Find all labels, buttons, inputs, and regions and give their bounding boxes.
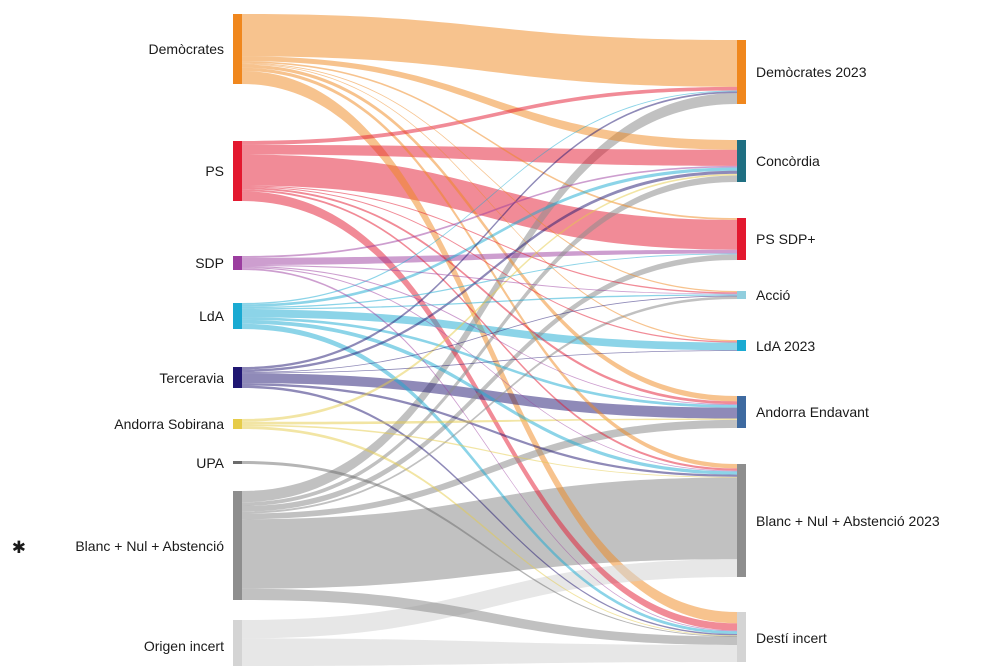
- node-label-di: Destí incert: [756, 630, 827, 646]
- flow-bna-to-con: [242, 175, 737, 507]
- flow-sdp-to-di: [242, 268, 737, 632]
- flow-sdp-to-pss: [242, 249, 737, 265]
- node-label-sdp: SDP: [195, 255, 224, 271]
- node-label-bna23: Blanc + Nul + Abstenció 2023: [756, 513, 940, 529]
- node-label-dem23: Demòcrates 2023: [756, 64, 867, 80]
- flow-ori-to-di: [242, 638, 737, 666]
- node-label-lda: LdA: [199, 308, 225, 324]
- node-label-bna: Blanc + Nul + Abstenció: [75, 538, 224, 554]
- flow-lda-to-pss: [242, 253, 737, 309]
- flow-sdp-to-acc: [242, 264, 737, 295]
- node-label-pss: PS SDP+: [756, 231, 816, 247]
- node-ae: [737, 396, 746, 428]
- flow-lda-to-ae: [242, 317, 737, 408]
- node-pss: [737, 218, 746, 260]
- flow-lda-to-acc: [242, 294, 737, 310]
- flow-dem-to-bna23: [242, 67, 737, 469]
- flow-aso-to-bna23: [242, 424, 737, 478]
- flow-ps-to-di: [242, 191, 737, 631]
- node-upa: [233, 461, 242, 464]
- flow-lda-to-dem23: [242, 90, 737, 305]
- node-dem23: [737, 40, 746, 104]
- node-ori: [233, 620, 242, 666]
- node-label-lda23: LdA 2023: [756, 338, 815, 354]
- node-bna23: [737, 464, 746, 577]
- node-ps: [233, 141, 242, 201]
- flow-dem-to-acc: [242, 62, 737, 293]
- flow-dem-to-con: [242, 56, 737, 150]
- node-sdp: [233, 256, 242, 270]
- node-lda: [233, 303, 242, 329]
- flow-lda-to-con: [242, 167, 737, 307]
- node-con: [737, 140, 746, 182]
- flow-sdp-to-con: [242, 165, 737, 258]
- node-acc: [737, 291, 746, 299]
- node-di: [737, 612, 746, 662]
- flow-sdp-to-bna23: [242, 267, 737, 472]
- node-label-aso: Andorra Sobirana: [114, 416, 224, 432]
- node-label-ori: Origen incert: [144, 638, 224, 654]
- flow-aso-to-di: [242, 426, 737, 637]
- node-label-dem: Demòcrates: [149, 41, 224, 57]
- node-label-acc: Acció: [756, 287, 790, 303]
- flow-ps-to-bna23: [242, 189, 737, 471]
- flow-ter-to-bna23: [242, 383, 737, 477]
- node-aso: [233, 419, 242, 429]
- node-dem: [233, 14, 242, 84]
- flow-dem-to-di: [242, 70, 737, 624]
- flow-bna-to-acc: [242, 296, 737, 514]
- flow-ter-to-dem23: [242, 91, 737, 370]
- flow-bna-to-di: [242, 588, 737, 646]
- node-lda23: [737, 340, 746, 351]
- node-label-ter: Terceravia: [159, 370, 224, 386]
- flow-ps-to-ae: [242, 187, 737, 405]
- flow-ps-to-lda23: [242, 186, 737, 343]
- flow-lda-to-di: [242, 323, 737, 634]
- asterisk-marker: ✱: [12, 538, 26, 558]
- flow-ps-to-dem23: [242, 86, 737, 145]
- flow-sdp-to-ae: [242, 266, 737, 405]
- flow-ps-to-acc: [242, 185, 737, 294]
- sankey-links: [242, 14, 737, 666]
- flow-aso-to-ae: [242, 418, 737, 425]
- node-label-ps: PS: [205, 163, 224, 179]
- flow-aso-to-con: [242, 173, 737, 422]
- flow-upa-to-di: [242, 461, 737, 637]
- node-label-upa: UPA: [196, 455, 224, 471]
- flow-dem-to-pss: [242, 61, 737, 220]
- flow-bna-to-pss: [242, 254, 737, 512]
- flow-dem-to-lda23: [242, 63, 737, 342]
- flow-ter-to-lda23: [242, 350, 737, 374]
- flow-lda-to-bna23: [242, 319, 737, 475]
- flow-bna-to-ae: [242, 419, 737, 520]
- node-bna: [233, 491, 242, 600]
- flow-dem-to-dem23: [242, 14, 737, 87]
- flow-dem-to-ae: [242, 64, 737, 402]
- flow-ter-to-con: [242, 170, 737, 372]
- node-ter: [233, 367, 242, 388]
- flow-ter-to-acc: [242, 295, 737, 373]
- sankey-nodes: [233, 14, 746, 666]
- flow-ter-to-di: [242, 385, 737, 636]
- node-label-ae: Andorra Endavant: [756, 404, 869, 420]
- flow-ps-to-con: [242, 144, 737, 166]
- node-label-con: Concòrdia: [756, 153, 820, 169]
- sankey-labels: Demòcrates PS SDP LdA Terceravia Andorra Sobi…: [12, 41, 940, 654]
